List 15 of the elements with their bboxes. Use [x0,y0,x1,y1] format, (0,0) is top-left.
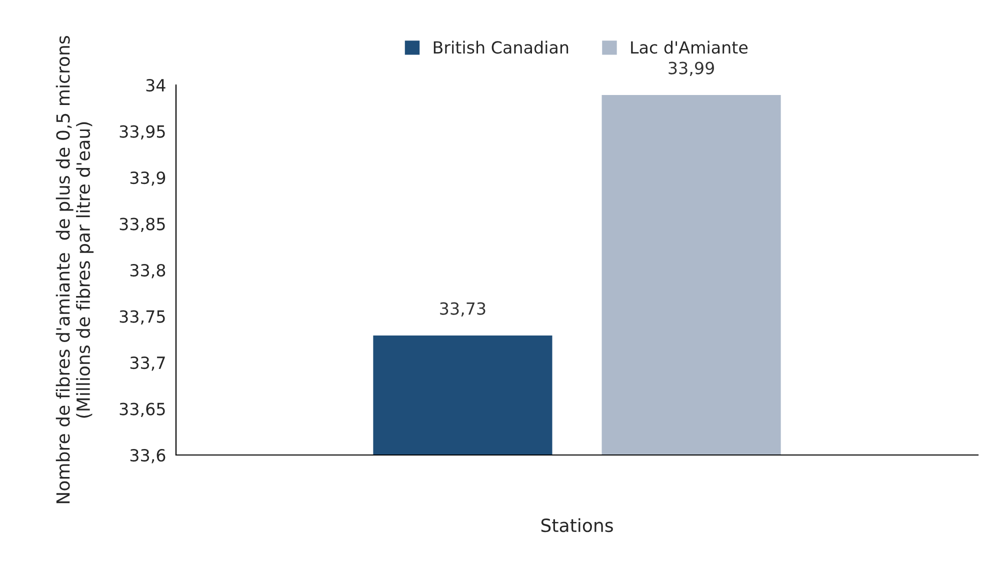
legend-label: Lac d'Amiante [631,40,748,54]
x-axis-title: Stations [541,518,613,532]
y-tick-label: 33,8 [130,264,166,278]
y-tick-label: 33,7 [130,356,165,371]
y-tick-label: 33,6 [130,448,166,464]
y-tick-label: 33,65 [120,402,165,418]
data-label: 33,73 [440,302,486,317]
y-tick-label: 33,95 [120,125,165,140]
y-tick-label: 33,85 [120,218,165,232]
y-axis-title: Nombre de fibres d'amiante de plus de 0,5 microns (Millions de fibres par litre d'eau) [56,36,94,504]
y-tick-label: 33,9 [130,171,166,186]
y-tick-label: 33,75 [120,310,165,325]
y-tick-label: 34 [146,78,166,92]
data-label: 33,99 [668,62,714,76]
legend-label: British Canadian [434,40,568,54]
